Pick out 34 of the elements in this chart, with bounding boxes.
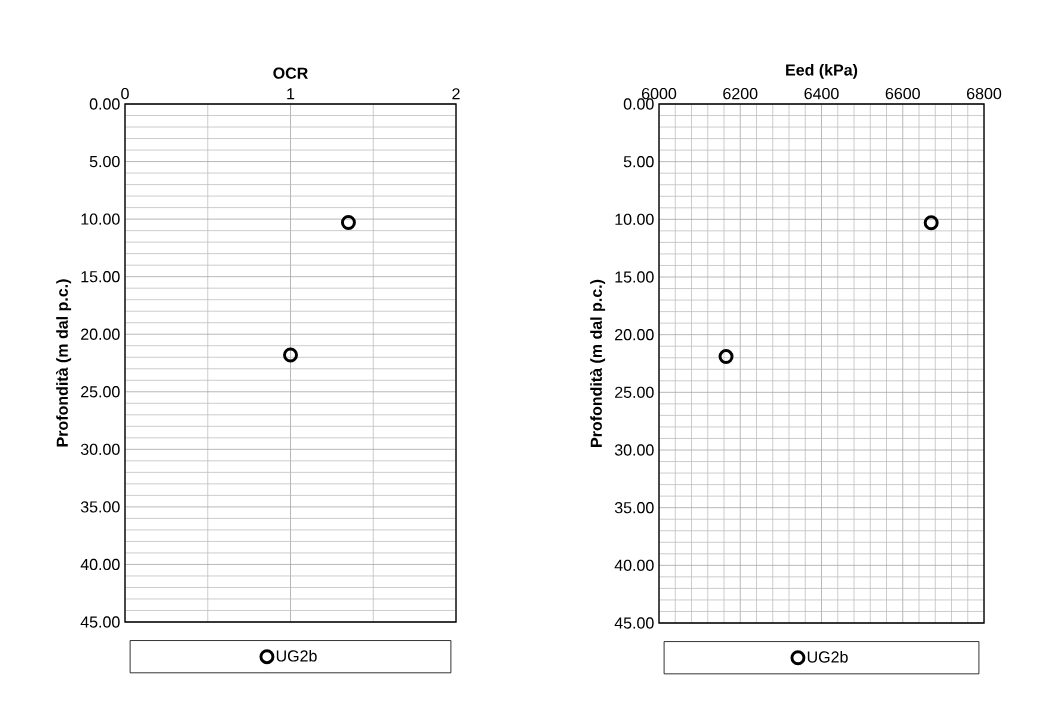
x-tick-label: 6400	[804, 87, 839, 100]
x-tick-label: 6000	[642, 87, 677, 100]
y-tick-label: 15.00	[81, 271, 120, 283]
y-axis-title: Profondità (m dal p.c.)	[590, 279, 606, 447]
y-tick-label: 0.00	[623, 98, 654, 110]
legend-label: UG2b	[276, 649, 317, 662]
x-tick-label: 6200	[723, 87, 758, 100]
y-tick-label: 30.00	[80, 443, 120, 455]
x-tick-label: 1	[287, 88, 295, 100]
y-axis-title: Profondità (m dal p.c.)	[56, 279, 72, 447]
y-tick-label: 20.00	[615, 329, 654, 341]
x-axis-title: OCR	[273, 67, 308, 79]
y-tick-label: 5.00	[89, 155, 120, 168]
y-tick-label: 15.00	[615, 271, 654, 283]
x-axis-title: Eed (kPa)	[786, 63, 858, 79]
y-tick-label: 35.00	[614, 502, 654, 514]
y-tick-label: 40.00	[80, 558, 120, 571]
y-tick-label: 5.00	[623, 156, 654, 168]
y-tick-label: 10.00	[81, 213, 120, 225]
y-tick-label: 0.00	[89, 98, 120, 110]
y-tick-label: 25.00	[81, 386, 120, 398]
x-tick-label: 2	[452, 88, 460, 100]
y-tick-label: 10.00	[615, 213, 654, 225]
y-tick-label: 35.00	[80, 501, 120, 513]
y-tick-label: 40.00	[614, 559, 654, 571]
x-tick-label: 6800	[967, 87, 1002, 100]
y-tick-label: 30.00	[614, 444, 654, 456]
y-tick-label: 45.00	[80, 616, 120, 628]
x-tick-label: 6600	[885, 87, 920, 100]
legend-label: UG2b	[807, 650, 848, 663]
x-tick-label: 0	[121, 87, 129, 100]
y-tick-label: 45.00	[614, 617, 654, 629]
y-tick-label: 25.00	[615, 386, 654, 398]
y-tick-label: 20.00	[81, 328, 120, 340]
